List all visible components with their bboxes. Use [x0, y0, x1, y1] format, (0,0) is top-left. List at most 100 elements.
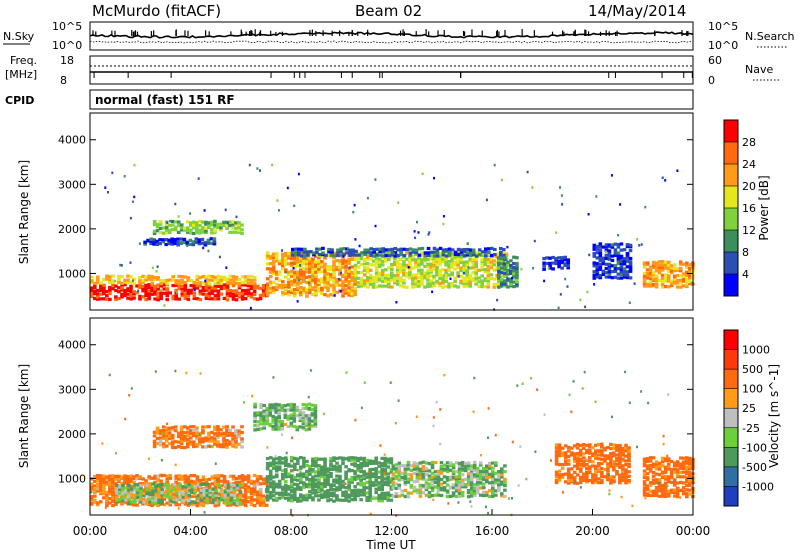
heatmap-cell-0-3: [408, 256, 412, 260]
heatmap-cell-0-9: [512, 255, 516, 259]
heatmap-cell-1-3: [497, 473, 501, 477]
heatmap-cell-1-6: [627, 456, 631, 460]
heatmap-cell-1-6: [572, 464, 577, 468]
heatmap-cell-1-1: [145, 498, 149, 502]
heatmap-cell-0-0: [231, 297, 236, 301]
heatmap-cell-0-2: [271, 268, 276, 272]
heatmap-cell-0-4: [432, 246, 437, 250]
heatmap-cell-0-7: [681, 279, 686, 283]
heatmap-cell-1-3: [430, 477, 435, 481]
heatmap-cell-1-3: [457, 461, 462, 466]
heatmap-cell-0-6: [206, 238, 211, 242]
heatmap-cell-1-6: [618, 460, 622, 464]
heatmap-cell-0-3: [459, 258, 463, 262]
heatmap-cell-1-5: [688, 459, 692, 463]
heatmap-cell-1-6: [585, 463, 589, 467]
heatmap-cell-1-5: [666, 467, 671, 471]
heatmap-cell-1-0: [216, 503, 221, 507]
heatmap-cell-0-1: [93, 281, 97, 285]
heatmap-cell-0-1: [207, 274, 212, 278]
heatmap-cell-0-3: [465, 262, 470, 266]
heatmap-cell-0-9: [497, 256, 501, 260]
heatmap-cell-1-2: [277, 465, 282, 469]
heatmap-cell-1-0: [264, 482, 269, 486]
heatmap-cell-0-3: [438, 262, 442, 266]
heatmap-cell-1-0: [261, 477, 266, 481]
heatmap-cell-0-4: [462, 249, 467, 254]
heatmap-cell-0-4: [399, 253, 404, 257]
heatmap-cell-1-2: [389, 457, 394, 461]
heatmap-cell-0-0: [99, 292, 103, 296]
heatmap-cell-0-3: [405, 271, 409, 275]
heatmap-cell-1-3: [454, 461, 459, 465]
heatmap-speck-0: [160, 288, 162, 292]
heatmap-cell-1-1: [151, 492, 155, 497]
heatmap-cell-0-3: [365, 269, 370, 273]
heatmap-cell-1-0: [108, 497, 112, 501]
heatmap-cell-1-7: [268, 403, 273, 407]
heatmap-cell-1-2: [314, 490, 318, 495]
heatmap-cell-1-6: [603, 457, 607, 461]
heatmap-cell-0-2: [277, 283, 282, 287]
heatmap-cell-1-7: [313, 404, 318, 408]
heatmap-cell-1-3: [430, 479, 435, 484]
colorbar-tick-label: -100: [742, 441, 767, 454]
heatmap-cell-0-4: [426, 253, 431, 258]
heatmap-cell-0-5: [204, 220, 208, 224]
heatmap-cell-0-3: [365, 285, 370, 289]
heatmap-cell-1-2: [284, 463, 288, 467]
heatmap-cell-0-3: [426, 278, 430, 282]
heatmap-cell-0-3: [399, 276, 403, 280]
colorbar-tick-label: 100: [742, 383, 763, 396]
heatmap-cell-0-4: [321, 251, 325, 255]
heatmap-cell-0-0: [102, 283, 106, 287]
heatmap-cell-0-1: [111, 274, 115, 278]
heatmap-cell-0-2: [347, 280, 351, 284]
heatmap-cell-1-5: [675, 470, 680, 474]
heatmap-speck-1: [224, 488, 227, 492]
heatmap-cell-1-2: [335, 465, 339, 469]
heatmap-cell-1-2: [320, 472, 324, 476]
heatmap-cell-1-2: [353, 462, 357, 466]
heatmap-cell-1-2: [371, 459, 376, 464]
heatmap-cell-1-0: [240, 478, 245, 483]
heatmap-cell-0-0: [144, 286, 148, 290]
heatmap-cell-0-2: [314, 291, 318, 296]
heatmap-cell-0-4: [441, 248, 446, 252]
heatmap-cell-1-2: [323, 484, 327, 488]
heatmap-cell-1-0: [243, 483, 248, 487]
heatmap-cell-1-1: [235, 501, 240, 505]
heatmap-cell-1-6: [612, 465, 616, 469]
heatmap-cell-0-0: [138, 294, 142, 298]
heatmap-cell-1-2: [274, 465, 279, 469]
heatmap-cell-1-5: [663, 459, 668, 463]
heatmap-cell-1-3: [475, 477, 480, 481]
heatmap-cell-0-2: [332, 270, 336, 275]
heatmap-cell-1-1: [136, 483, 140, 487]
heatmap-cell-1-1: [172, 488, 177, 492]
heatmap-cell-1-2: [386, 465, 391, 469]
heatmap-cell-1-2: [383, 473, 388, 477]
heatmap-cell-1-5: [688, 467, 692, 471]
date-title: 14/May/2014: [588, 2, 686, 20]
heatmap-cell-0-0: [129, 297, 133, 301]
heatmap-cell-1-3: [448, 468, 453, 472]
heatmap-cell-0-5: [189, 223, 193, 227]
heatmap-cell-0-9: [497, 272, 501, 276]
heatmap-cell-0-8: [598, 274, 603, 278]
heatmap-cell-1-5: [660, 488, 665, 493]
heatmap-speck-1: [185, 371, 188, 375]
heatmap-cell-1-2: [308, 467, 312, 471]
heatmap-cell-1-0: [174, 474, 179, 478]
heatmap-cell-0-3: [417, 275, 421, 279]
heatmap-cell-0-4: [378, 253, 383, 257]
heatmap-cell-1-2: [299, 487, 303, 492]
heatmap-cell-1-7: [301, 416, 306, 420]
heatmap-cell-0-4: [294, 247, 298, 251]
heatmap-cell-0-5: [198, 219, 202, 223]
heatmap-cell-1-6: [572, 457, 577, 461]
heatmap-cell-0-0: [156, 298, 160, 302]
heatmap-cell-0-0: [195, 284, 200, 288]
heatmap-speck-1: [285, 451, 288, 455]
heatmap-cell-1-3: [436, 477, 441, 481]
